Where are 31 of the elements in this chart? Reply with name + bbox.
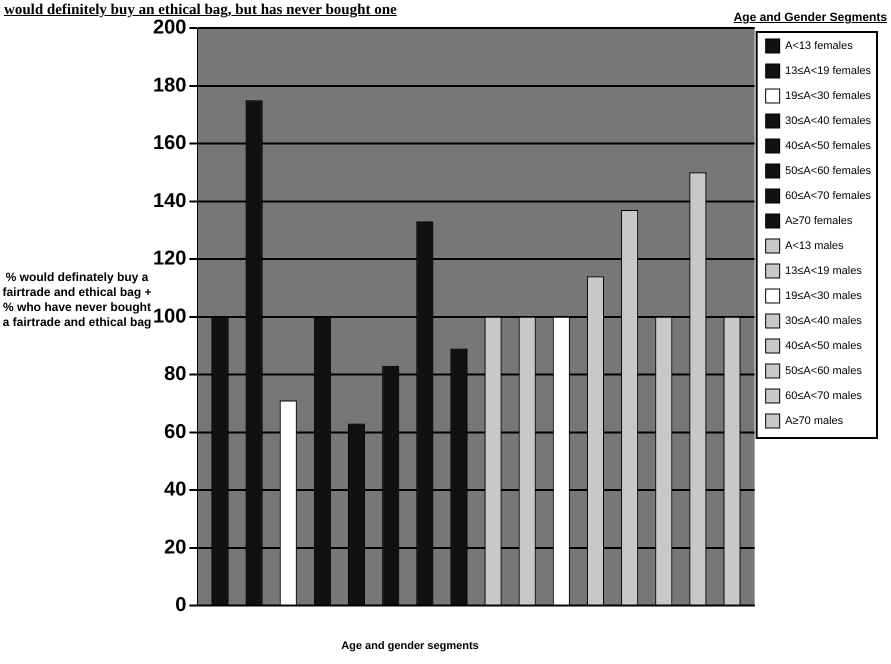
legend-label: A≥70 females [785, 215, 853, 228]
legend-label: 60≤A<70 females [785, 190, 872, 202]
legend-label: 50≤A<60 males [785, 365, 862, 378]
x-axis-title: Age and gender segments [340, 640, 480, 652]
y-tick-label: 80 [164, 363, 186, 386]
y-tick-label: 160 [152, 132, 186, 154]
legend-label: 19≤A<30 females [785, 90, 872, 102]
chart-title: would definitely buy an ethical bag, but has never bought one [4, 2, 397, 19]
y-tick-label: 20 [164, 536, 186, 558]
y-tick-label: 60 [164, 420, 186, 443]
y-tick-label: 0 [175, 594, 186, 616]
y-tick-label: 40 [164, 478, 186, 501]
y-tick-label: 180 [152, 74, 186, 96]
legend-label: 60≤A<70 males [785, 390, 862, 402]
legend-label: A<13 males [785, 240, 844, 252]
legend-label: 40≤A<50 males [785, 340, 862, 352]
legend-label: 40≤A<50 females [785, 140, 872, 152]
legend-label: 19≤A<30 males [785, 290, 862, 302]
legend-label: 30≤A<40 females [785, 115, 872, 128]
y-tick-label: 140 [152, 190, 186, 212]
legend-label: 30≤A<40 males [785, 315, 862, 328]
y-tick-label: 120 [152, 248, 186, 270]
legend-label: A≥70 males [785, 415, 844, 428]
y-axis-title: % would definately buy a fairtrade and ethical bag + % who have never bought a fairtrade and ethical bag [2, 270, 152, 330]
legend-label: 50≤A<60 females [785, 165, 872, 178]
legend-label: A<13 females [785, 40, 854, 52]
legend-title: Age and Gender Segments [734, 10, 887, 24]
legend-label: 13≤A<19 females [785, 65, 872, 78]
y-tick-label: 100 [152, 305, 186, 328]
y-tick-label: 200 [152, 16, 186, 39]
legend-label: 13≤A<19 males [785, 265, 862, 278]
